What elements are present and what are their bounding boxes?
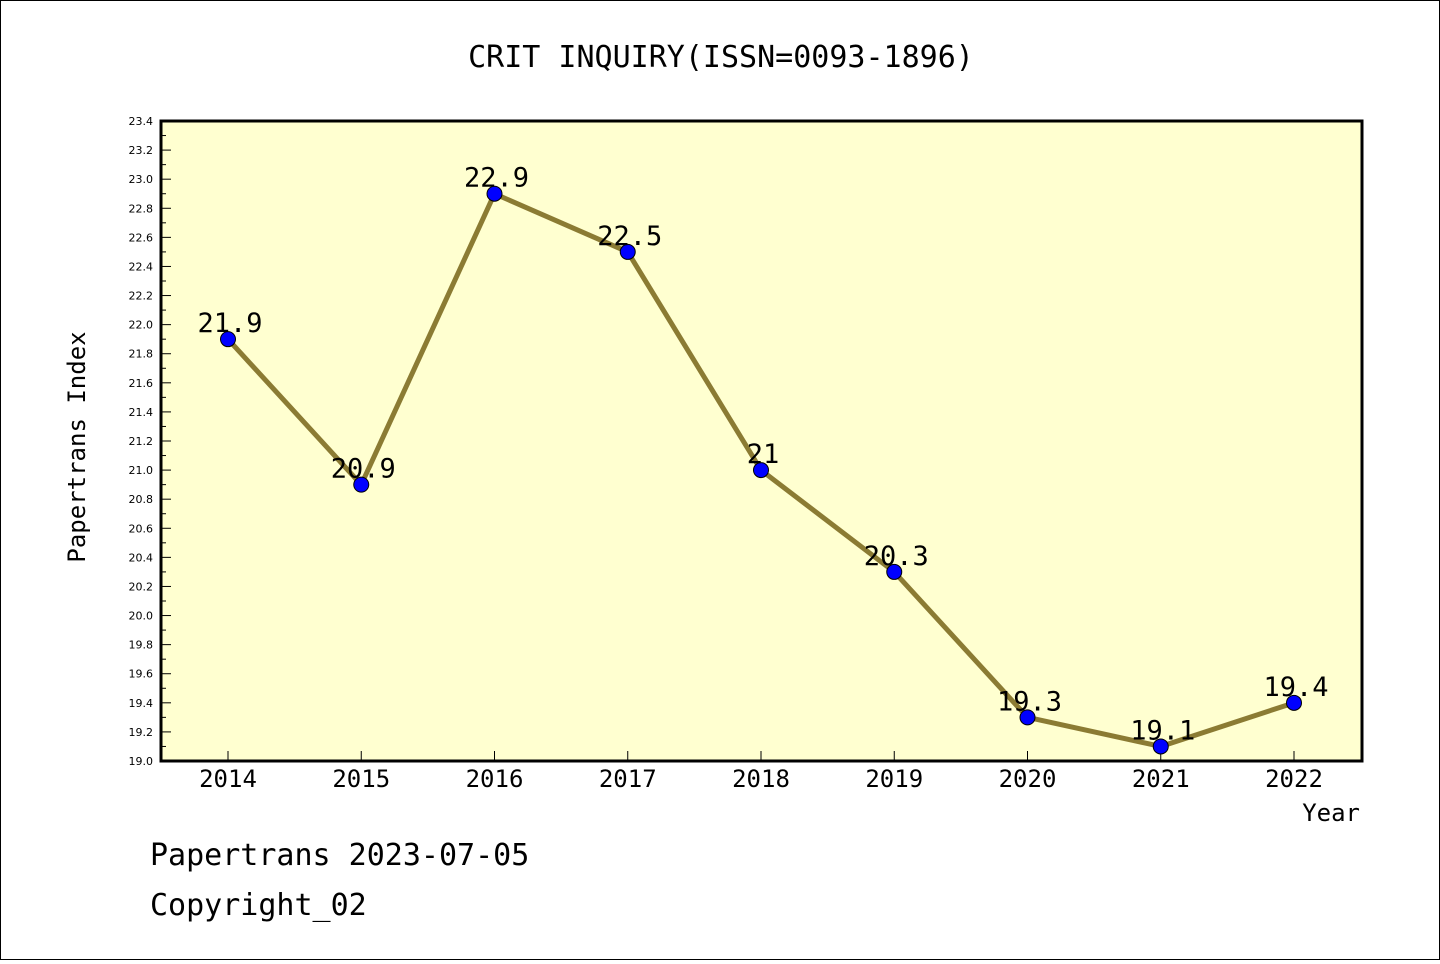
data-point	[1286, 694, 1302, 711]
y-tick-label: 21.2	[129, 435, 154, 448]
data-label: 21.9	[197, 308, 262, 339]
data-label: 19.4	[1263, 672, 1328, 703]
chart-title: CRIT INQUIRY(ISSN=0093-1896)	[468, 40, 974, 75]
y-tick-label: 20.8	[129, 493, 154, 506]
y-tick-label: 22.4	[129, 260, 154, 273]
y-axis-label: Papertrans Index	[63, 331, 91, 562]
data-label: 19.3	[997, 686, 1062, 717]
x-tick-label: 2019	[865, 765, 923, 793]
footer-copyright: Copyright_02	[150, 888, 367, 923]
x-tick-label: 2014	[199, 765, 257, 793]
x-tick-label: 2022	[1265, 765, 1323, 793]
x-tick-label: 2016	[466, 765, 524, 793]
data-point	[1152, 738, 1169, 755]
y-tick-label: 23.2	[129, 144, 154, 157]
plot-border	[159, 119, 1364, 763]
data-label: 20.9	[331, 454, 396, 485]
data-label: 22.9	[464, 163, 529, 194]
y-tick-label: 20.2	[129, 580, 154, 593]
plot-area	[161, 121, 1362, 761]
y-tick-label: 21.6	[129, 377, 154, 390]
data-point	[220, 331, 236, 348]
data-point	[886, 563, 903, 580]
y-tick-label: 22.0	[129, 319, 154, 332]
y-axis-ticks: 19.0 19.2 19.4 19.6 19.8 20.0 20.2 20.4 20.6 20.8…	[129, 115, 1323, 793]
x-tick-label: 2021	[1132, 765, 1190, 793]
data-label: 22.5	[597, 221, 662, 252]
y-tick-label: 23.0	[129, 173, 154, 186]
data-label: 19.1	[1130, 715, 1195, 746]
x-tick-label: 2015	[332, 765, 390, 793]
y-tick-label: 21.4	[129, 406, 154, 419]
x-tick-label: 2018	[732, 765, 790, 793]
y-tick-label: 21.8	[129, 348, 154, 361]
data-label: 21	[747, 439, 780, 470]
x-axis-label: Year	[1302, 799, 1360, 827]
data-point	[1019, 709, 1036, 726]
data-point	[353, 476, 370, 493]
y-tick-label: 19.4	[129, 697, 154, 710]
y-tick-label: 20.4	[129, 551, 154, 564]
y-tick-label: 22.6	[129, 231, 154, 244]
x-tick-label: 2017	[599, 765, 657, 793]
y-tick-label: 23.4	[129, 115, 154, 128]
y-tick-label: 20.6	[129, 522, 154, 535]
y-tick-label: 22.8	[129, 202, 154, 215]
data-label: 20.3	[864, 541, 929, 572]
data-point	[619, 243, 636, 260]
y-tick-label: 22.2	[129, 290, 154, 303]
y-tick-label: 19.8	[129, 639, 154, 652]
footer-date: Papertrans 2023-07-05	[150, 838, 529, 873]
x-tick-label: 2020	[999, 765, 1057, 793]
data-point	[753, 462, 769, 479]
y-tick-label: 21.0	[129, 464, 154, 477]
series-layer: 21.9 20.9 22.9 22.5 21 20.3 19.3 19.1 19.4	[197, 163, 1329, 755]
y-tick-label: 20.0	[129, 610, 154, 623]
y-tick-label: 19.2	[129, 726, 154, 739]
y-tick-label: 19.6	[129, 668, 154, 681]
data-point	[486, 185, 503, 202]
y-tick-label: 19.0	[129, 755, 154, 768]
